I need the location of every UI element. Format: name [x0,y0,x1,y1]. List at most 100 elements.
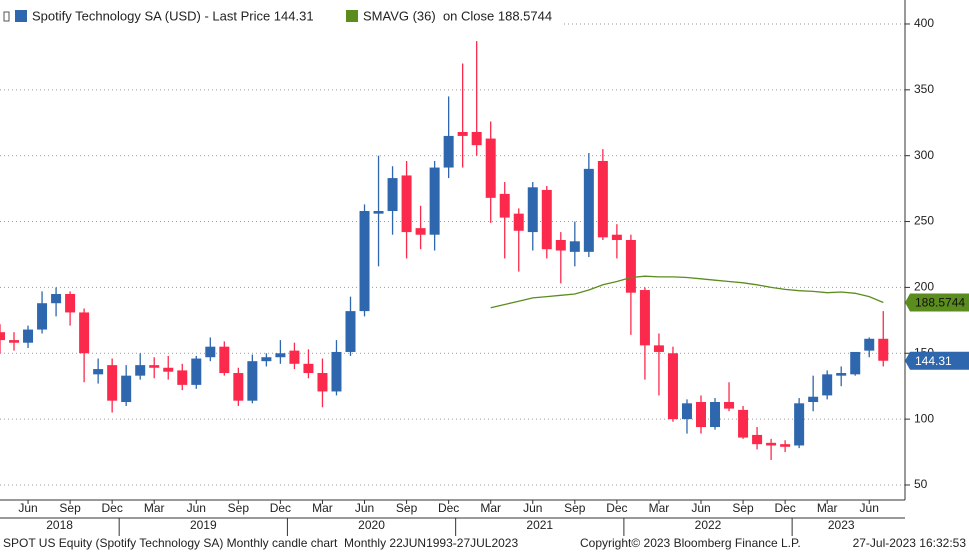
y-tick-label: 400 [914,16,934,30]
candle-body [653,345,664,352]
end-tag-label: 188.5744 [915,296,965,310]
end-tag [905,293,969,312]
candle-body [527,187,538,233]
candle-body [387,178,398,212]
x-tick-label: Mar [312,501,333,515]
end-tag [905,351,969,370]
candle-body [499,193,510,218]
plot-area [0,23,905,486]
candle-body [850,351,861,375]
candle-body [359,211,370,312]
x-tick-label: Jun [355,501,374,515]
candle-body [191,358,202,385]
footer-timestamp: 27-Jul-2023 16:32:53 [853,536,967,550]
candle-body [289,350,300,364]
candle-body [275,353,286,358]
candle-body [415,228,426,235]
candle-body [37,303,48,330]
year-label: 2018 [46,518,73,532]
candle-body [457,131,468,136]
end-tag-label: 144.31 [915,354,952,368]
candle-body [65,293,76,313]
legend-entry: SMAVG (36) on Close 188.5744 [363,8,552,23]
x-tick-label: Sep [59,501,81,515]
candle-body [752,434,763,445]
candle-body [23,329,34,343]
year-label: 2020 [358,518,385,532]
candle-body [822,374,833,396]
candle-body [625,239,636,293]
x-tick-label: Sep [732,501,754,515]
candle-body [51,293,62,304]
year-label: 2023 [828,518,855,532]
candle-body [443,135,454,168]
candle-body [177,370,188,385]
candle-body [107,365,118,401]
candle-body [79,312,90,354]
y-tick-label: 50 [914,477,928,491]
candle-body [513,213,524,231]
x-tick-label: Sep [564,501,586,515]
sma-line [490,275,884,309]
x-tick-label: Mar [144,501,165,515]
x-tick-label: Mar [817,501,838,515]
candle-body [541,189,552,250]
y-tick-label: 300 [914,148,934,162]
candle-body [317,373,328,392]
candle-body [878,338,889,361]
x-tick-label: Dec [270,501,291,515]
candle-body [864,338,875,351]
y-tick-label: 100 [914,411,934,425]
x-tick-label: Mar [480,501,501,515]
legend-entry: Spotify Technology SA (USD) - Last Price… [32,8,314,23]
legend-icon [3,11,10,22]
x-tick-label: Mar [649,501,670,515]
legend-swatch [15,10,27,22]
candle-body [345,311,356,352]
x-tick-label: Dec [438,501,459,515]
legend-box [0,5,562,29]
y-tick-label: 200 [914,280,934,294]
candle-body [9,340,20,343]
candle-body [667,353,678,420]
candle-body [205,346,216,358]
candle-body [597,160,608,238]
candle-body [247,361,258,401]
candle-body [836,373,847,376]
candle-body [485,138,496,198]
year-label: 2019 [190,518,217,532]
candle-body [121,375,132,403]
year-label: 2021 [526,518,553,532]
x-tick-label: Dec [101,501,122,515]
candle-body [303,363,314,374]
candle-body [331,351,342,392]
candle-body [738,409,749,438]
candle-body [583,168,594,252]
candle-body [401,175,412,233]
x-tick-label: Jun [18,501,37,515]
candle-body [766,442,777,446]
candle-body [569,241,580,252]
y-tick-label: 350 [914,82,934,96]
candle-body [555,239,566,251]
candle-body [233,373,244,401]
x-tick-label: Jun [691,501,710,515]
candle-body [808,396,819,403]
candle-body [149,365,160,368]
legend-swatch [346,10,358,22]
candle-body [780,444,791,447]
candle-body [471,131,482,146]
candle-body [0,332,5,341]
candle-body [93,369,104,375]
candle-body [696,402,706,428]
candle-body [681,403,692,420]
candle-body [163,367,174,372]
x-tick-label: Jun [860,501,879,515]
candle-body [429,167,440,235]
candle-body [373,211,384,214]
candle-body [794,403,805,446]
x-tick-label: Dec [774,501,795,515]
candle-body [135,365,146,376]
